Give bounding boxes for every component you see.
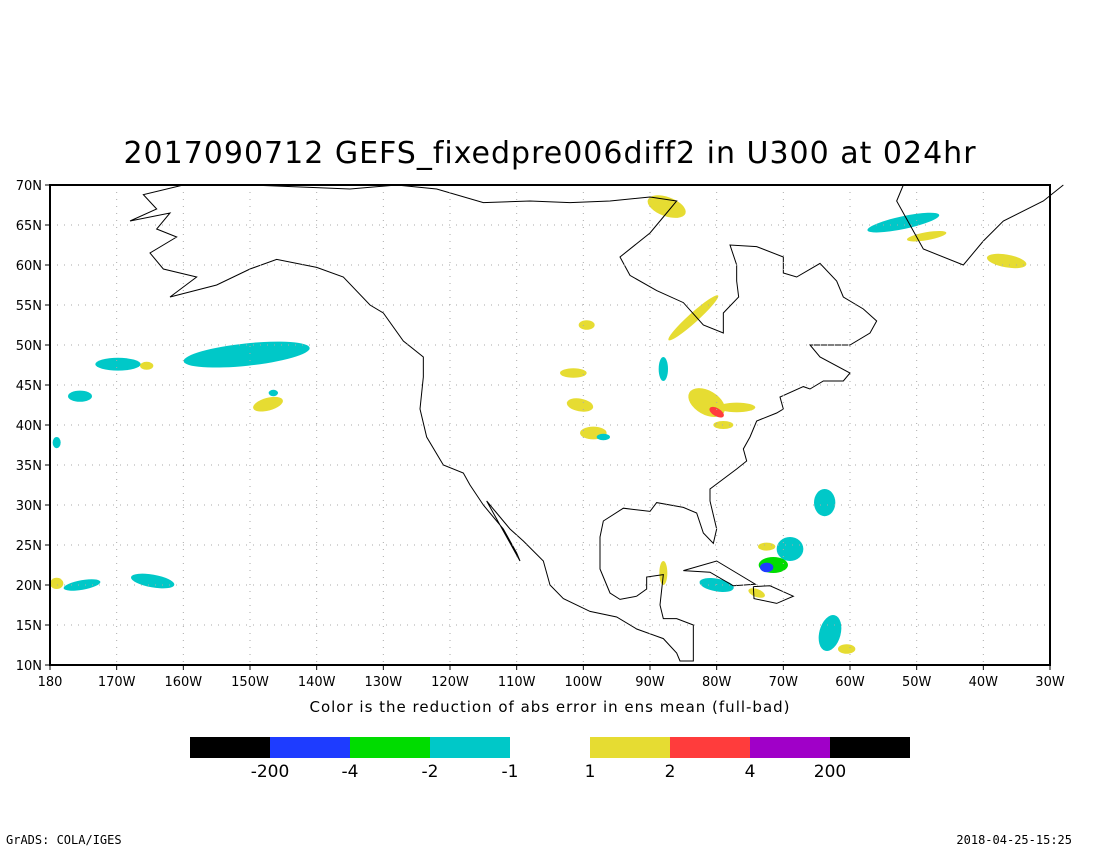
shaded-region bbox=[668, 295, 719, 341]
colorbar-label: -1 bbox=[502, 762, 519, 782]
shaded-region bbox=[559, 368, 587, 378]
lon-tick-label: 110W bbox=[498, 675, 536, 690]
shaded-region bbox=[596, 433, 611, 441]
lat-tick-label: 35N bbox=[16, 459, 42, 474]
colorbar-label: -2 bbox=[422, 762, 439, 782]
coastline bbox=[752, 585, 795, 604]
lat-tick-label: 40N bbox=[16, 419, 42, 434]
lon-tick-label: 60W bbox=[835, 675, 865, 690]
shaded-region bbox=[813, 489, 836, 517]
colorbar-segment bbox=[830, 737, 910, 758]
shaded-region bbox=[566, 398, 594, 412]
lat-tick-label: 50N bbox=[16, 339, 42, 354]
shaded-region bbox=[717, 402, 756, 413]
colorbar-label: 2 bbox=[665, 762, 676, 782]
shaded-region bbox=[757, 542, 776, 551]
colorbar-segment bbox=[190, 737, 270, 758]
lat-tick-label: 15N bbox=[16, 619, 42, 634]
shaded-region bbox=[776, 537, 804, 561]
coastline bbox=[129, 184, 878, 662]
lat-tick-label: 60N bbox=[16, 259, 42, 274]
shaded-region bbox=[837, 644, 856, 654]
lon-tick-label: 120W bbox=[431, 675, 469, 690]
shaded-region bbox=[659, 561, 668, 585]
lat-tick-label: 45N bbox=[16, 379, 42, 394]
footer-left: GrADS: COLA/IGES bbox=[6, 833, 122, 847]
lon-tick-label: 140W bbox=[298, 675, 336, 690]
shaded-region bbox=[713, 421, 734, 429]
colorbar-segment bbox=[350, 737, 430, 758]
shaded-region bbox=[268, 389, 279, 397]
shaded-region bbox=[183, 341, 310, 368]
lat-tick-label: 10N bbox=[16, 659, 42, 674]
lon-tick-label: 50W bbox=[902, 675, 932, 690]
shaded-region bbox=[63, 579, 101, 591]
colorbar-segment bbox=[670, 737, 750, 758]
shaded-region bbox=[759, 562, 774, 573]
lon-tick-label: 150W bbox=[231, 675, 269, 690]
colorbar-label: -200 bbox=[251, 762, 290, 782]
shaded-region bbox=[578, 320, 595, 330]
lon-tick-label: 40W bbox=[969, 675, 999, 690]
colorbar-label: -4 bbox=[342, 762, 359, 782]
lat-tick-label: 65N bbox=[16, 219, 42, 234]
lon-tick-label: 90W bbox=[635, 675, 665, 690]
colorbar-segment bbox=[430, 737, 510, 758]
coastline bbox=[683, 560, 757, 587]
colorbar-label: 4 bbox=[745, 762, 756, 782]
lon-tick-label: 130W bbox=[364, 675, 402, 690]
colorbar-segment bbox=[750, 737, 830, 758]
plot-title: 2017090712 GEFS_fixedpre006diff2 in U300… bbox=[123, 136, 977, 171]
lon-tick-label: 80W bbox=[702, 675, 732, 690]
shaded-region bbox=[818, 615, 842, 651]
shaded-region bbox=[748, 588, 765, 598]
colorbar-caption: Color is the reduction of abs error in e… bbox=[309, 698, 791, 716]
shaded-region bbox=[95, 357, 141, 371]
footer-right: 2018-04-25-15:25 bbox=[956, 833, 1072, 847]
colorbar-segment bbox=[590, 737, 670, 758]
map-frame bbox=[49, 184, 1051, 666]
colorbar-label: 1 bbox=[585, 762, 596, 782]
shaded-region bbox=[49, 577, 64, 590]
coastline bbox=[896, 184, 1064, 266]
lat-tick-label: 30N bbox=[16, 499, 42, 514]
shaded-region bbox=[52, 437, 61, 449]
colorbar-segment bbox=[270, 737, 350, 758]
shaded-region bbox=[658, 357, 669, 381]
colorbar-label: 200 bbox=[814, 762, 846, 782]
shaded-region bbox=[986, 253, 1027, 269]
shaded-region bbox=[253, 396, 283, 412]
lon-tick-label: 180 bbox=[38, 675, 63, 690]
lon-tick-label: 160W bbox=[164, 675, 202, 690]
shaded-region bbox=[906, 230, 947, 242]
lon-tick-label: 70W bbox=[769, 675, 799, 690]
shaded-region bbox=[709, 406, 724, 418]
lat-tick-label: 70N bbox=[16, 179, 42, 194]
shaded-region bbox=[647, 195, 686, 218]
shaded-region bbox=[130, 573, 175, 589]
lat-tick-label: 55N bbox=[16, 299, 42, 314]
lon-tick-label: 170W bbox=[98, 675, 136, 690]
shaded-region bbox=[688, 388, 725, 418]
shaded-region bbox=[67, 390, 93, 402]
lat-tick-label: 20N bbox=[16, 579, 42, 594]
lon-tick-label: 30W bbox=[1035, 675, 1065, 690]
shaded-region bbox=[139, 361, 154, 370]
lon-tick-label: 100W bbox=[564, 675, 602, 690]
lat-tick-label: 25N bbox=[16, 539, 42, 554]
shaded-region bbox=[867, 212, 940, 233]
